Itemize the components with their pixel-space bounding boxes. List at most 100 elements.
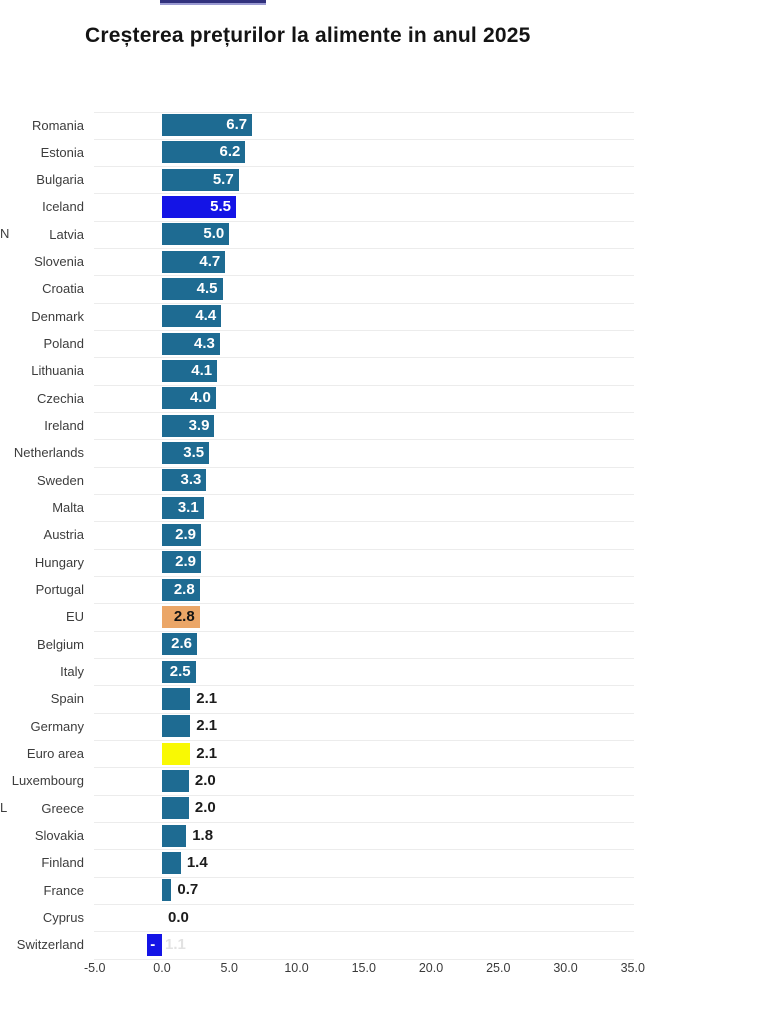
x-axis-tick-label: -5.0 (83, 961, 106, 975)
bar (162, 688, 191, 711)
category-label: Finland (41, 855, 84, 871)
category-label: Austria (43, 527, 84, 543)
value-label-ghost: 1.1 (165, 936, 186, 954)
value-label: 4.4 (195, 307, 217, 325)
value-label: 0.0 (168, 908, 189, 926)
value-label: 1.8 (192, 826, 214, 844)
category-label: Cyprus (42, 910, 84, 926)
bar (162, 633, 197, 656)
category-label: Denmark (31, 308, 84, 324)
value-label: 2.6 (171, 635, 192, 653)
category-label: Euro area (26, 746, 84, 762)
value-label: 5.5 (210, 198, 231, 216)
bar (162, 879, 172, 902)
x-axis-tick-label: 15.0 (351, 961, 376, 975)
bar (162, 715, 191, 738)
category-label: Estonia (40, 144, 84, 160)
bar (162, 223, 230, 246)
gridline (94, 111, 634, 113)
gridline (94, 248, 634, 250)
x-axis-tick-label: 10.0 (284, 961, 309, 975)
x-axis-tick-label: 20.0 (418, 961, 444, 975)
category-label: Slovakia (34, 828, 84, 844)
category-label: Luxembourg (11, 773, 84, 789)
bar (162, 742, 191, 765)
gridline (94, 220, 634, 222)
gridline (94, 712, 634, 714)
bar (162, 660, 196, 683)
value-label: 2.1 (196, 744, 218, 762)
category-label: Italy (60, 664, 84, 680)
category-label: Netherlands (13, 445, 84, 461)
category-label: Hungary (34, 554, 84, 570)
bar (162, 387, 216, 410)
bar (162, 578, 200, 601)
value-label: 0.7 (177, 881, 199, 899)
value-label: 2.0 (194, 799, 216, 817)
category-label: Malta (52, 500, 84, 516)
bar (147, 934, 162, 957)
bar (162, 168, 239, 191)
value-label: 5.7 (212, 170, 234, 188)
gridline (94, 330, 634, 332)
top-edge-ui-fragment (160, 0, 266, 5)
gridline (94, 521, 634, 523)
value-label: 3.1 (177, 498, 199, 516)
category-label: Spain (50, 691, 84, 707)
bar (162, 551, 201, 574)
category-label: Germany (30, 718, 84, 734)
value-label: 4.7 (199, 252, 221, 270)
category-label: Switzerland (16, 937, 84, 953)
bar (162, 770, 189, 793)
value-label: 2.9 (175, 526, 196, 544)
bar (162, 360, 218, 383)
gridline (94, 494, 634, 496)
bar (162, 606, 200, 629)
bar (162, 852, 181, 875)
category-label: Bulgaria (36, 172, 84, 188)
gridline (94, 193, 634, 195)
bar (162, 524, 201, 547)
bar (162, 114, 253, 137)
category-label: France (43, 882, 84, 898)
gridline (94, 384, 634, 386)
gridline (94, 876, 634, 878)
gridline (94, 904, 634, 906)
left-edge-letter-fragment: N (0, 226, 9, 241)
value-label: 3.5 (183, 444, 205, 462)
value-label-minus: - (150, 936, 156, 954)
bar (162, 196, 236, 219)
value-label: 2.0 (194, 772, 216, 790)
gridline (94, 658, 634, 660)
bar (162, 250, 226, 273)
bar (162, 141, 246, 164)
gridline (94, 548, 634, 550)
gridline (94, 603, 634, 605)
category-label: Czechia (37, 390, 84, 406)
gridline (94, 958, 634, 960)
bar (162, 332, 220, 355)
category-label: Slovenia (34, 254, 84, 270)
value-label: 2.1 (196, 717, 218, 735)
gridline (94, 767, 634, 769)
category-label: Ireland (44, 418, 84, 434)
value-label: 2.5 (169, 662, 191, 680)
category-label: Iceland (42, 199, 84, 215)
gridline (94, 357, 634, 359)
gridline (94, 822, 634, 824)
value-label: 1.4 (186, 854, 208, 872)
value-label: 3.9 (188, 416, 210, 434)
gridline (94, 439, 634, 441)
category-label: Croatia (42, 281, 84, 297)
x-axis-tick-label: 35.0 (620, 961, 645, 975)
x-axis-tick-label: 25.0 (486, 961, 511, 975)
bar (162, 496, 204, 519)
value-label: 4.5 (196, 280, 218, 298)
gridline (94, 931, 634, 933)
gridline (94, 630, 634, 632)
category-label: Greece (41, 800, 84, 816)
gridline (94, 794, 634, 796)
value-label: 3.3 (180, 471, 202, 489)
value-label: 5.0 (203, 225, 225, 243)
